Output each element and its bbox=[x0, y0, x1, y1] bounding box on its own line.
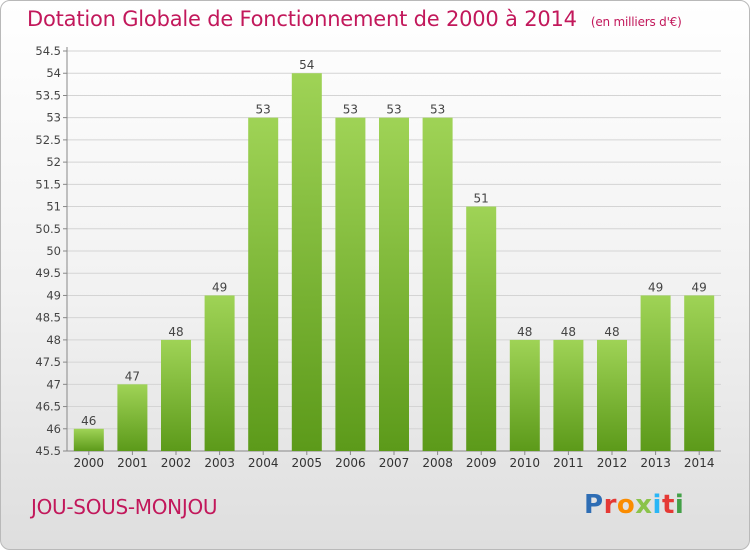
value-label-2011: 48 bbox=[561, 325, 576, 339]
y-tick-label: 46 bbox=[46, 422, 61, 436]
bar-2004 bbox=[248, 117, 279, 452]
y-tick-label: 48 bbox=[46, 333, 61, 347]
value-label-2013: 49 bbox=[648, 280, 663, 294]
y-tick-label: 52 bbox=[46, 155, 61, 169]
logo-letter: o bbox=[616, 490, 636, 520]
logo-letter: r bbox=[603, 490, 617, 520]
bar-2009 bbox=[466, 206, 497, 451]
value-labels: 46 47 48 49 53 54 53 53 53 51 48 48 48 49 49 bbox=[81, 58, 707, 428]
bar-2005 bbox=[291, 73, 322, 451]
chart-unit: (en milliers d'€) bbox=[590, 15, 682, 29]
x-tick-label: 2003 bbox=[204, 456, 235, 470]
y-tick-label: 45.5 bbox=[35, 444, 61, 458]
y-tick-label: 48.5 bbox=[35, 311, 61, 325]
commune-name: JOU-SOUS-MONJOU bbox=[31, 495, 218, 519]
y-tick-label: 54.5 bbox=[35, 44, 61, 58]
x-tick-label: 2011 bbox=[553, 456, 584, 470]
value-label-2012: 48 bbox=[604, 325, 619, 339]
value-label-2002: 48 bbox=[168, 325, 183, 339]
bar-2006 bbox=[335, 117, 366, 452]
x-tick-label: 2001 bbox=[117, 456, 148, 470]
x-tick-label: 2006 bbox=[335, 456, 366, 470]
x-tick-label: 2002 bbox=[161, 456, 192, 470]
y-tick-labels: 45.5 46 46.5 47 47.5 48 48.5 49 49.5 50 50.5 51 51.5… bbox=[35, 44, 61, 458]
x-tick-label: 2012 bbox=[597, 456, 628, 470]
y-tick-label: 50.5 bbox=[35, 222, 61, 236]
x-tick-label: 2010 bbox=[510, 456, 541, 470]
value-label-2000: 46 bbox=[81, 414, 96, 428]
x-tick-label: 2007 bbox=[379, 456, 410, 470]
y-tick-label: 51 bbox=[46, 200, 61, 214]
y-tick-label: 53.5 bbox=[35, 88, 61, 102]
y-tick-label: 54 bbox=[46, 66, 61, 80]
value-label-2004: 53 bbox=[256, 103, 271, 117]
value-label-2008: 53 bbox=[430, 103, 445, 117]
value-label-2010: 48 bbox=[517, 325, 532, 339]
bar-2011 bbox=[553, 339, 584, 451]
x-tick-label: 2008 bbox=[422, 456, 453, 470]
y-tick-label: 53 bbox=[46, 111, 61, 125]
value-label-2007: 53 bbox=[386, 103, 401, 117]
logo-letter: t bbox=[661, 490, 675, 520]
value-label-2001: 47 bbox=[125, 369, 140, 383]
y-tick-label: 47 bbox=[46, 377, 61, 391]
bar-2002 bbox=[161, 339, 191, 451]
bar-2014 bbox=[684, 295, 715, 451]
logo-letter: x bbox=[635, 490, 653, 520]
bar-2001 bbox=[117, 384, 148, 451]
value-label-2009: 51 bbox=[474, 192, 489, 206]
chart-title-text: Dotation Globale de Fonctionnement de 20… bbox=[27, 7, 577, 31]
y-tick-label: 46.5 bbox=[35, 400, 61, 414]
bar-2013 bbox=[640, 295, 671, 451]
x-tick-label: 2000 bbox=[74, 456, 105, 470]
logo-letter: i bbox=[652, 490, 662, 520]
x-tick-labels: 2000 2001 2002 2003 2004 2005 2006 2007 2008 2009… bbox=[74, 456, 715, 470]
bar-2003 bbox=[204, 295, 235, 451]
bar-2007 bbox=[379, 117, 409, 452]
bars bbox=[73, 73, 715, 452]
proxiti-logo: Proxiti bbox=[584, 490, 684, 520]
x-tick-label: 2014 bbox=[684, 456, 715, 470]
value-label-2003: 49 bbox=[212, 280, 227, 294]
logo-letter: P bbox=[584, 490, 604, 520]
y-tick-label: 47.5 bbox=[35, 355, 61, 369]
x-tick-label: 2009 bbox=[466, 456, 497, 470]
x-tick-label: 2005 bbox=[292, 456, 323, 470]
chart-title: Dotation Globale de Fonctionnement de 20… bbox=[27, 7, 682, 31]
x-tick-label: 2013 bbox=[640, 456, 671, 470]
y-tick-label: 49.5 bbox=[35, 266, 61, 280]
value-label-2005: 54 bbox=[299, 58, 314, 72]
bar-2012 bbox=[597, 339, 627, 451]
value-label-2014: 49 bbox=[692, 280, 707, 294]
bar-2000 bbox=[73, 428, 104, 451]
logo-letter: i bbox=[674, 490, 685, 520]
y-tick-label: 52.5 bbox=[35, 133, 61, 147]
value-label-2006: 53 bbox=[343, 103, 358, 117]
y-tick-label: 49 bbox=[46, 288, 61, 302]
x-tick-label: 2004 bbox=[248, 456, 279, 470]
y-tick-label: 50 bbox=[46, 244, 61, 258]
bar-2010 bbox=[509, 339, 540, 451]
y-tick-label: 51.5 bbox=[35, 177, 61, 191]
bar-2008 bbox=[422, 117, 453, 452]
